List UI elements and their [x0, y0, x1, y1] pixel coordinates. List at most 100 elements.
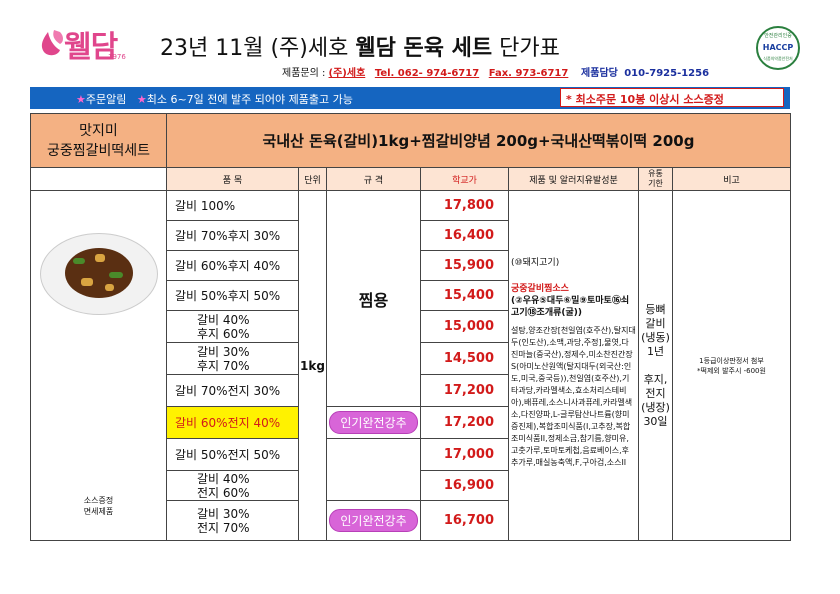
haccp-badge: 안전관리인증 HACCP 식품의약품안전처: [756, 26, 800, 70]
set-name-line2: 궁중찜갈비떡세트: [46, 142, 151, 159]
star-icon: ★: [136, 93, 147, 106]
shelf-frozen-text: 등뼈: [645, 302, 666, 316]
contact-info: 제품문의 : (주)세호 Tel. 062- 974-6717 Fax. 973…: [282, 64, 709, 79]
photo-caption-line1: 소스증정: [83, 496, 114, 505]
contact-fax: Fax. 973-6717: [488, 68, 569, 79]
price-cell: 15,900: [420, 250, 509, 281]
item-name: 갈비 70%전지 30%: [166, 374, 299, 407]
item-name: 갈비 40% 전지 60%: [166, 470, 299, 501]
item-name: 갈비 100%: [166, 190, 299, 221]
col-header-ingredients: 제품 및 알러지유발성분: [508, 167, 639, 191]
item-name: 갈비 40% 후지 60%: [166, 310, 299, 343]
item-name: 갈비 60%후지 40%: [166, 250, 299, 281]
shelf-chilled-text: (냉장): [641, 400, 670, 414]
shelf-chilled-text: 전지: [645, 386, 666, 400]
table-row: 갈비 50%후지 50% 15,400: [31, 280, 791, 311]
ingredients-cell: (⑩돼지고기) 궁중갈비찜소스 (②우유⑤대두⑥밀⑨토마토⑯쇠고기⑱조개류(굴)) 설…: [508, 190, 639, 541]
contact-company: (주)세호: [328, 68, 366, 79]
title-brand: 웰담 돈육 세트: [355, 36, 493, 61]
spec-cell: 찜용: [326, 190, 421, 407]
price-cell: 17,000: [420, 438, 509, 471]
order-notice: ★주문알림 ★최소 6~7일 전에 발주 되어야 제품출고 가능: [76, 91, 353, 107]
contact-mobile: 010-7925-1256: [624, 68, 710, 79]
col-header-price: 학교가: [420, 167, 509, 191]
haccp-top-text: 안전관리인증: [764, 33, 792, 39]
shelf-frozen-text: (냉동): [641, 330, 670, 344]
note-grade: 1등급이상판정서 첨부: [699, 356, 764, 365]
set-name-cell: 맛지미 궁중찜갈비떡세트: [30, 113, 167, 168]
unit-cell: 1kg: [298, 190, 327, 541]
item-line1: 갈비 60%전지 40%: [175, 415, 281, 430]
min-order-box: [560, 88, 784, 107]
title-suffix: 단가표: [492, 36, 560, 61]
title-prefix: 23년 11월 (주)세호: [160, 36, 356, 61]
item-name: 갈비 70%후지 30%: [166, 220, 299, 251]
item-line1: 갈비 30%: [197, 344, 250, 359]
table-row: 갈비 50%전지 50% 17,000: [31, 438, 791, 501]
note-cell: 1등급이상판정서 첨부 *떡제외 발주시 -600원: [672, 190, 791, 541]
popular-badge: 인기완전강추: [329, 509, 418, 532]
page-title: 23년 11월 (주)세호 웰담 돈육 세트 단가표: [160, 30, 560, 62]
shelf-chilled-text: 후지,: [643, 372, 668, 386]
item-name: 갈비 60%전지 40%: [166, 406, 299, 439]
note-discount: *떡제외 발주시 -600원: [697, 366, 766, 375]
price-cell: 15,000: [420, 310, 509, 343]
haccp-label: HACCP: [762, 43, 794, 52]
item-line1: 갈비 40%: [197, 312, 250, 327]
col-header-item: 품 목: [166, 167, 299, 191]
contact-manager-label: 제품담당: [581, 68, 618, 79]
item-name: 갈비 30% 후지 70%: [166, 342, 299, 375]
logo-text: 웰담: [64, 30, 118, 65]
table-row: 갈비 40% 전지 60% 16,900: [31, 470, 791, 501]
item-line1: 갈비 70%후지 30%: [175, 228, 281, 243]
ingredient-meat: (⑩돼지고기): [511, 258, 560, 268]
item-line2: 전지 70%: [197, 520, 250, 535]
notice-lead-time: 최소 6~7일 전에 발주 되어야 제품출고 가능: [146, 93, 353, 106]
col-header-note: 비고: [672, 167, 791, 191]
item-name: 갈비 30% 전지 70%: [166, 500, 299, 541]
contact-label: 제품문의 :: [282, 68, 329, 79]
price-cell: 16,400: [420, 220, 509, 251]
table-row: 갈비 30% 전지 70% 인기완전강추 16,700: [31, 500, 791, 541]
popular-badge: 인기완전강추: [329, 411, 418, 434]
table-row: 갈비 40% 후지 60% 15,000: [31, 310, 791, 343]
col-header-shelf-life: 유통 기한: [638, 167, 673, 191]
logo-drop-icon: [41, 30, 63, 56]
price-cell: 17,800: [420, 190, 509, 221]
spec-badge-cell: 인기완전강추: [326, 406, 421, 439]
shelf-life-cell: 등뼈 갈비 (냉동) 1년 후지, 전지 (냉장) 30일: [638, 190, 673, 541]
spec-badge-cell: 인기완전강추: [326, 500, 421, 541]
shelf-frozen-text: 1년: [646, 344, 665, 358]
set-name-line1: 맛지미: [79, 122, 118, 139]
item-name: 갈비 50%후지 50%: [166, 280, 299, 311]
price-cell: 17,200: [420, 406, 509, 439]
allergen-list: (②우유⑤대두⑥밀⑨토마토⑯쇠고기⑱조개류(굴)): [511, 296, 630, 318]
photo-caption-line2: 면세제품: [83, 507, 114, 516]
item-line2: 후지 60%: [197, 326, 250, 341]
logo-subtext: 1976: [108, 53, 126, 61]
item-line1: 갈비 40%: [197, 471, 250, 486]
haccp-bottom-text: 식품의약품안전처: [763, 56, 793, 61]
price-cell: 14,500: [420, 342, 509, 375]
sauce-title: 궁중갈비찜소스: [511, 284, 569, 294]
col-header-unit: 단위: [298, 167, 327, 191]
item-line2: 후지 70%: [197, 358, 250, 373]
shelf-chilled-text: 30일: [643, 414, 668, 428]
item-line1: 갈비 100%: [175, 198, 236, 213]
price-cell: 15,400: [420, 280, 509, 311]
photo-header-blank: [30, 167, 167, 191]
price-cell: 16,900: [420, 470, 509, 501]
item-name: 갈비 50%전지 50%: [166, 438, 299, 471]
product-photo: [39, 233, 158, 315]
contact-tel: Tel. 062- 974-6717: [374, 68, 480, 79]
min-order-text: * 최소주문 10봉 이상시 소스증정: [566, 93, 724, 106]
price-cell: 16,700: [420, 500, 509, 541]
item-line1: 갈비 50%전지 50%: [175, 447, 281, 462]
table-row: 갈비 30% 후지 70% 14,500: [31, 342, 791, 375]
item-line1: 갈비 60%후지 40%: [175, 258, 281, 273]
item-line2: 전지 60%: [197, 485, 250, 500]
ingredient-list: 설탕,양조간장[천일염(호주산),탈지대두(인도산),소맥,과당,주정],물엿,…: [511, 326, 636, 467]
notice-label: 주문알림: [85, 93, 127, 106]
